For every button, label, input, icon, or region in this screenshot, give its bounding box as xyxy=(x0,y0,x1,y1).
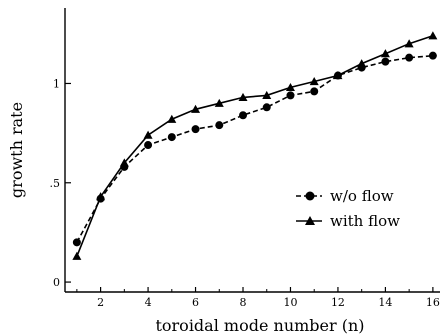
data-point-with-flow xyxy=(238,92,248,101)
y-tick-label: 1 xyxy=(53,77,60,90)
y-tick-label: .5 xyxy=(50,177,61,190)
data-point-w-o-flow xyxy=(405,53,414,62)
x-tick-label: 8 xyxy=(240,296,247,309)
x-tick-label: 2 xyxy=(97,296,104,309)
x-tick-label: 10 xyxy=(283,296,297,309)
series-line-with-flow xyxy=(76,35,434,257)
data-point-with-flow xyxy=(285,82,295,92)
data-point-w-o-flow xyxy=(310,87,319,96)
legend-label-with-flow: with flow xyxy=(330,212,400,230)
data-point-w-o-flow xyxy=(262,103,271,112)
legend-label-wo-flow: w/o flow xyxy=(330,187,394,205)
data-point-w-o-flow xyxy=(215,121,224,130)
x-tick-label: 6 xyxy=(192,296,199,309)
data-point-with-flow xyxy=(357,59,367,68)
axes xyxy=(64,8,440,293)
data-point-with-flow xyxy=(119,158,129,167)
data-point-with-flow xyxy=(96,192,106,201)
data-point-with-flow xyxy=(309,76,319,86)
data-point-with-flow xyxy=(167,114,177,123)
data-point-w-o-flow xyxy=(144,141,153,150)
x-tick-label: 14 xyxy=(378,296,392,309)
tick-labels: 2 4 6 8 10 12 14 16 0 .5 1 xyxy=(50,77,440,309)
series-layer xyxy=(72,31,438,260)
y-tick-label: 0 xyxy=(53,276,60,289)
data-point-w-o-flow xyxy=(72,238,81,247)
data-point-w-o-flow xyxy=(381,57,390,66)
data-point-w-o-flow xyxy=(191,125,200,134)
data-point-with-flow xyxy=(143,130,153,139)
data-point-with-flow xyxy=(191,104,201,113)
data-point-with-flow xyxy=(428,31,438,40)
data-point-with-flow xyxy=(214,98,224,107)
x-tick-label: 12 xyxy=(331,296,345,309)
ticks xyxy=(65,82,434,292)
legend-entry-with-flow: with flow xyxy=(296,212,400,230)
data-point-with-flow xyxy=(333,71,343,80)
data-point-with-flow xyxy=(380,49,390,58)
data-point-with-flow xyxy=(404,39,414,48)
legend-marker-circle xyxy=(305,191,315,201)
x-axis-label: toroidal mode number (n) xyxy=(155,316,364,335)
series-line-w-o-flow xyxy=(76,54,433,243)
data-point-w-o-flow xyxy=(239,111,248,120)
x-tick-label: 16 xyxy=(426,296,440,309)
legend: w/o flow with flow xyxy=(296,187,400,230)
data-point-w-o-flow xyxy=(428,51,437,60)
y-axis-label: growth rate xyxy=(7,102,26,198)
data-point-w-o-flow xyxy=(286,91,295,100)
legend-marker-triangle xyxy=(305,216,315,225)
data-point-with-flow xyxy=(262,90,272,99)
x-tick-label: 4 xyxy=(145,296,152,309)
data-point-with-flow xyxy=(72,251,82,260)
data-point-w-o-flow xyxy=(167,133,176,142)
legend-entry-wo-flow: w/o flow xyxy=(296,187,394,205)
